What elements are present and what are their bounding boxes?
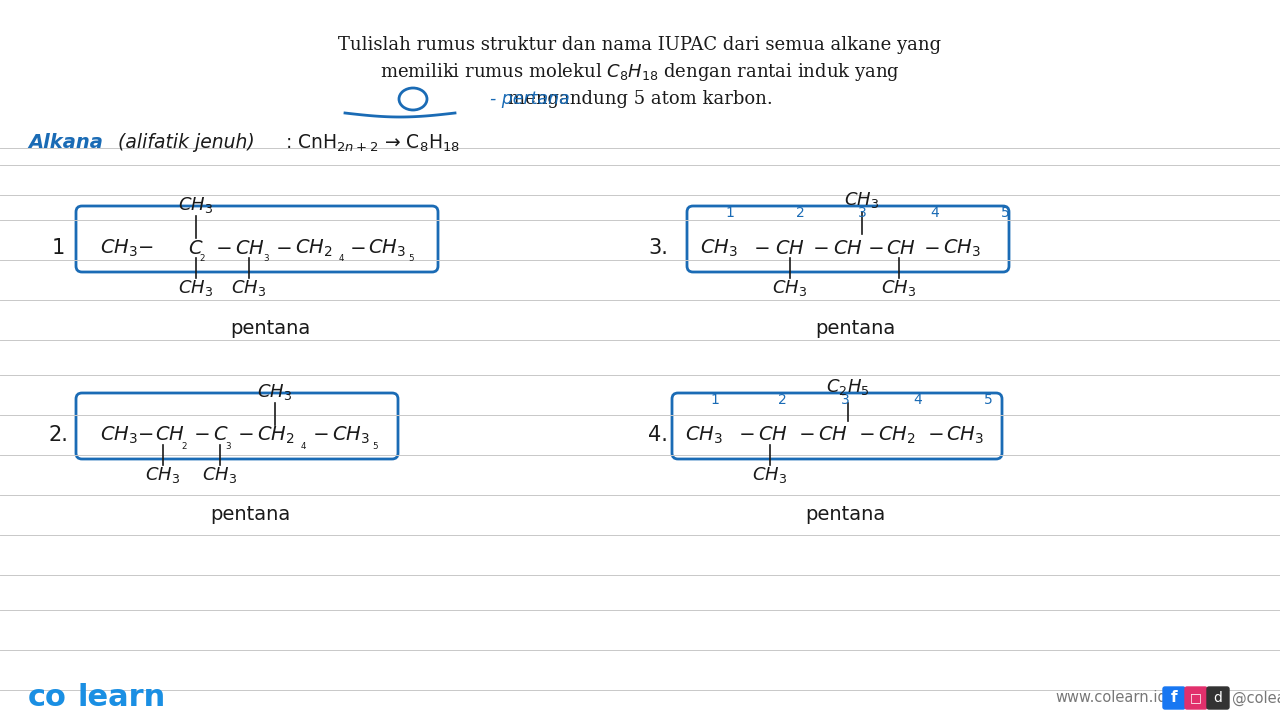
Text: memiliki rumus molekul $C_8H_{18}$ dengan rantai induk yang: memiliki rumus molekul $C_8H_{18}$ denga… [380, 61, 900, 83]
Text: −: − [852, 426, 882, 444]
Text: $_4$: $_4$ [338, 251, 346, 264]
Text: 1: 1 [726, 206, 735, 220]
Text: (alifatik jenuh): (alifatik jenuh) [118, 133, 255, 153]
Text: $CH_3$: $CH_3$ [332, 424, 370, 446]
Text: $CH_3$: $CH_3$ [178, 278, 214, 298]
Text: $CH_3$−: $CH_3$− [100, 424, 154, 446]
Text: $CH$: $CH$ [155, 426, 184, 444]
Text: $CH_3$: $CH_3$ [946, 424, 984, 446]
Text: $CH$: $CH$ [758, 426, 787, 444]
Text: $_2$: $_2$ [180, 438, 188, 451]
Text: −: − [922, 426, 951, 444]
Text: : CnH$_{2n+2}$ → C$_8$H$_{18}$: : CnH$_{2n+2}$ → C$_8$H$_{18}$ [285, 132, 460, 153]
Text: $CH_3$: $CH_3$ [685, 424, 723, 446]
Text: $CH_3$−: $CH_3$− [100, 238, 154, 258]
Text: $_2$: $_2$ [198, 251, 206, 264]
Text: Tulislah rumus struktur dan nama IUPAC dari semua alkane yang: Tulislah rumus struktur dan nama IUPAC d… [338, 36, 942, 54]
Text: $_3$: $_3$ [262, 251, 270, 264]
Text: - pertana: - pertana [490, 90, 570, 108]
Text: $C$: $C$ [188, 238, 204, 258]
Text: −: − [270, 238, 298, 258]
Text: −: − [232, 426, 261, 444]
Text: −: − [806, 238, 836, 258]
Text: d: d [1213, 691, 1222, 705]
Text: 1: 1 [710, 393, 719, 407]
Text: $CH$: $CH$ [886, 238, 915, 258]
Text: $CH_3$: $CH_3$ [753, 465, 787, 485]
Text: 1: 1 [51, 238, 64, 258]
Text: $CH_2$: $CH_2$ [257, 424, 294, 446]
Text: $CH_2$: $CH_2$ [878, 424, 915, 446]
Text: $CH_3$: $CH_3$ [257, 382, 293, 402]
Text: −: − [344, 238, 372, 258]
Text: 2.: 2. [49, 425, 68, 445]
Text: −: − [307, 426, 335, 444]
Text: $_4$: $_4$ [300, 438, 307, 451]
Text: $CH_3$: $CH_3$ [178, 195, 214, 215]
Text: 4: 4 [931, 206, 940, 220]
FancyBboxPatch shape [1185, 687, 1207, 709]
Text: $_5$: $_5$ [408, 251, 415, 264]
Text: $CH_3$: $CH_3$ [882, 278, 916, 298]
Text: $CH_3$: $CH_3$ [700, 238, 737, 258]
Text: mengandung 5 atom karbon.: mengandung 5 atom karbon. [508, 90, 772, 108]
Text: co: co [28, 683, 67, 713]
Text: $C$: $C$ [212, 426, 229, 444]
Text: 3: 3 [858, 206, 867, 220]
Text: 2: 2 [778, 393, 786, 407]
Text: 5: 5 [983, 393, 992, 407]
Text: pentana: pentana [805, 505, 886, 524]
Text: Alkana: Alkana [28, 133, 102, 153]
Text: −: − [733, 426, 762, 444]
Text: $CH$: $CH$ [818, 426, 847, 444]
Text: @colearn.id: @colearn.id [1231, 690, 1280, 706]
Text: pentana: pentana [230, 318, 310, 338]
Text: $_3$: $_3$ [225, 438, 232, 451]
Text: $CH_3$: $CH_3$ [202, 465, 238, 485]
FancyBboxPatch shape [1164, 687, 1185, 709]
Text: −: − [918, 238, 947, 258]
Text: 2: 2 [796, 206, 804, 220]
Text: pentana: pentana [210, 505, 291, 524]
Text: $CH_3$: $CH_3$ [146, 465, 180, 485]
Text: 3.: 3. [648, 238, 668, 258]
Text: −: − [188, 426, 216, 444]
Text: −: − [794, 426, 822, 444]
Text: 4.: 4. [648, 425, 668, 445]
Text: −: − [748, 238, 777, 258]
Text: 3: 3 [841, 393, 850, 407]
Text: −: − [210, 238, 239, 258]
Text: $CH$: $CH$ [833, 238, 863, 258]
Text: $CH_3$: $CH_3$ [369, 238, 406, 258]
Text: $CH_3$: $CH_3$ [772, 278, 808, 298]
Text: learn: learn [78, 683, 166, 713]
Text: 5: 5 [1001, 206, 1010, 220]
Text: 4: 4 [914, 393, 923, 407]
Text: www.colearn.id: www.colearn.id [1055, 690, 1167, 706]
Text: $CH$: $CH$ [774, 238, 805, 258]
Text: $CH_2$: $CH_2$ [294, 238, 333, 258]
Text: $CH_3$: $CH_3$ [943, 238, 980, 258]
Text: □: □ [1190, 691, 1202, 704]
Text: pentana: pentana [815, 318, 895, 338]
Text: $CH_3$: $CH_3$ [232, 278, 266, 298]
Text: f: f [1171, 690, 1178, 706]
Text: −: − [861, 238, 891, 258]
FancyBboxPatch shape [1207, 687, 1229, 709]
Text: $_5$: $_5$ [372, 438, 379, 451]
Text: $CH$: $CH$ [236, 238, 265, 258]
Text: $CH_3$: $CH_3$ [845, 190, 879, 210]
Text: $C_2H_5$: $C_2H_5$ [826, 377, 870, 397]
